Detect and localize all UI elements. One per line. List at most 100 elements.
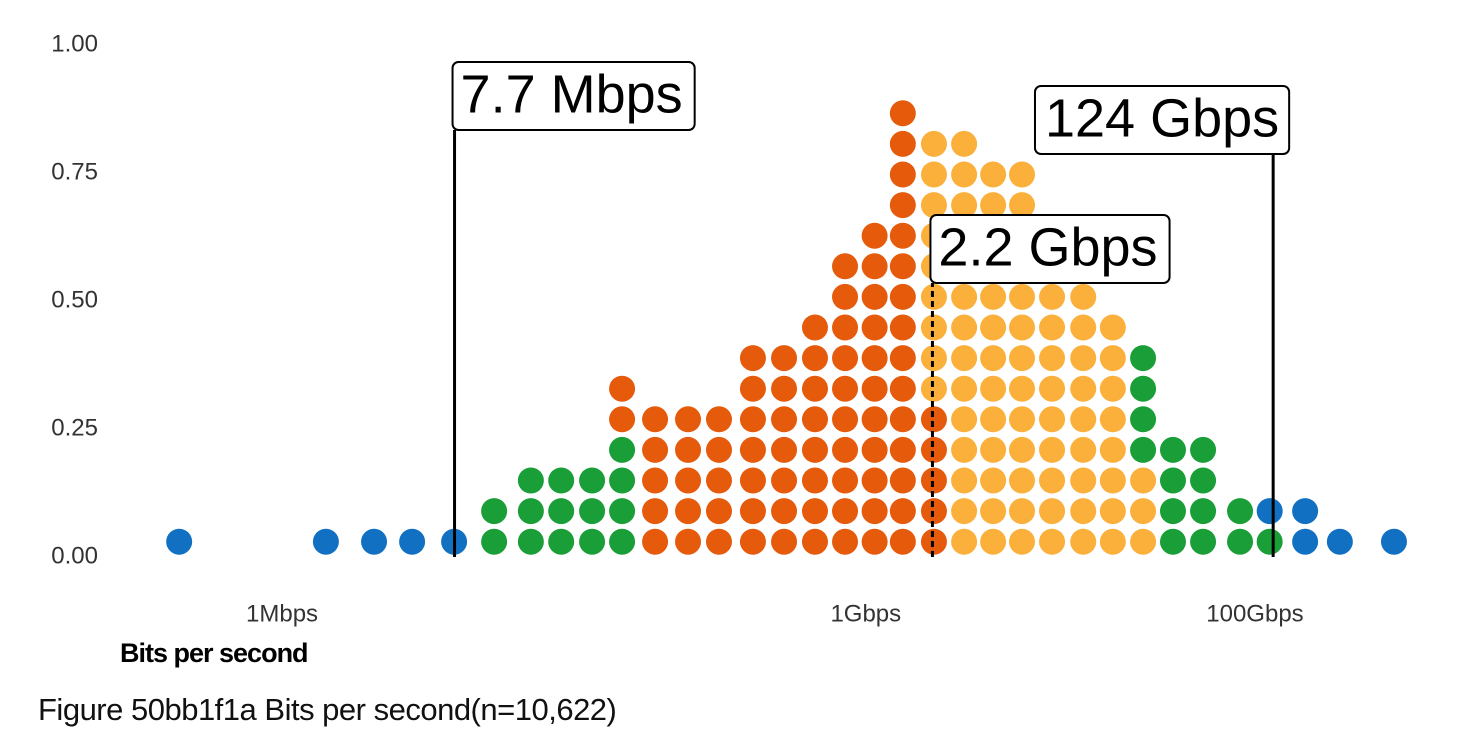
dot bbox=[771, 345, 798, 372]
dot bbox=[1130, 436, 1157, 463]
dot bbox=[832, 498, 859, 525]
dot-stack bbox=[1159, 436, 1186, 555]
x-tick-label: 1Gbps bbox=[830, 600, 901, 627]
dot bbox=[1099, 498, 1126, 525]
dot bbox=[1227, 498, 1254, 525]
dot bbox=[1070, 283, 1097, 310]
annotation-label: 2.2 Gbps bbox=[938, 217, 1157, 277]
dot bbox=[642, 436, 669, 463]
dot bbox=[801, 467, 828, 494]
dot bbox=[399, 528, 426, 555]
dot bbox=[1190, 498, 1217, 525]
annotation-box bbox=[1033, 85, 1291, 155]
dot bbox=[1256, 498, 1283, 525]
dot bbox=[548, 498, 575, 525]
annotation-label: 124 Gbps bbox=[1045, 88, 1279, 148]
dot bbox=[889, 253, 916, 280]
dot bbox=[980, 192, 1007, 219]
dot bbox=[1227, 528, 1254, 555]
y-tick-label: 0.50 bbox=[51, 286, 98, 313]
dot bbox=[951, 467, 978, 494]
dot bbox=[609, 375, 636, 402]
dot bbox=[1380, 528, 1407, 555]
dot bbox=[705, 436, 732, 463]
dot bbox=[980, 498, 1007, 525]
dot-stack bbox=[1099, 314, 1126, 555]
dot-stack bbox=[801, 314, 828, 555]
dot bbox=[951, 130, 978, 157]
dot-stack bbox=[166, 528, 193, 555]
dot bbox=[920, 161, 947, 188]
dot-stack bbox=[1039, 283, 1066, 555]
dot-stack bbox=[517, 467, 544, 555]
dot bbox=[1009, 314, 1036, 341]
dot bbox=[1070, 436, 1097, 463]
dot bbox=[1009, 345, 1036, 372]
dot bbox=[861, 314, 888, 341]
dot bbox=[861, 467, 888, 494]
dot bbox=[1130, 345, 1157, 372]
dot bbox=[1009, 283, 1036, 310]
dot bbox=[1070, 375, 1097, 402]
dot bbox=[889, 528, 916, 555]
dot bbox=[980, 283, 1007, 310]
dot bbox=[739, 436, 766, 463]
dot bbox=[980, 528, 1007, 555]
dot bbox=[771, 436, 798, 463]
dot bbox=[675, 436, 702, 463]
dot bbox=[609, 528, 636, 555]
dot bbox=[801, 375, 828, 402]
dot bbox=[889, 130, 916, 157]
dot-stack bbox=[1326, 528, 1353, 555]
dot-stack bbox=[1190, 436, 1217, 555]
dot bbox=[1070, 498, 1097, 525]
dot bbox=[1099, 436, 1126, 463]
figure-caption: Figure 50bb1f1a Bits per second(n=10,622… bbox=[38, 692, 616, 727]
dot bbox=[481, 498, 508, 525]
dot bbox=[801, 528, 828, 555]
dot bbox=[832, 345, 859, 372]
dot bbox=[1099, 467, 1126, 494]
dot bbox=[861, 406, 888, 433]
dot bbox=[832, 406, 859, 433]
dot bbox=[705, 498, 732, 525]
dot bbox=[1130, 406, 1157, 433]
dot bbox=[861, 436, 888, 463]
dot-stack bbox=[312, 528, 339, 555]
dot bbox=[771, 406, 798, 433]
dot bbox=[801, 345, 828, 372]
dot-stack bbox=[579, 467, 606, 555]
dot bbox=[609, 498, 636, 525]
dot bbox=[642, 467, 669, 494]
annotation-box bbox=[929, 214, 1171, 284]
dot bbox=[1009, 161, 1036, 188]
dot bbox=[739, 345, 766, 372]
dot bbox=[1292, 528, 1319, 555]
dot-stack bbox=[771, 345, 798, 555]
dot bbox=[980, 345, 1007, 372]
dot bbox=[951, 406, 978, 433]
dot bbox=[980, 467, 1007, 494]
dot-stack bbox=[1130, 467, 1157, 555]
dot bbox=[548, 467, 575, 494]
dot bbox=[861, 283, 888, 310]
dot-stack bbox=[609, 375, 636, 433]
dot bbox=[1009, 406, 1036, 433]
dot bbox=[1039, 314, 1066, 341]
y-tick-label: 0.75 bbox=[51, 158, 98, 185]
dot bbox=[920, 498, 947, 525]
dot bbox=[832, 467, 859, 494]
dot-stack bbox=[861, 222, 888, 555]
dot bbox=[1292, 498, 1319, 525]
dot bbox=[1009, 375, 1036, 402]
dot bbox=[920, 314, 947, 341]
dot bbox=[861, 375, 888, 402]
dot bbox=[980, 406, 1007, 433]
dot bbox=[312, 528, 339, 555]
dot bbox=[1099, 345, 1126, 372]
y-tick-label: 0.25 bbox=[51, 414, 98, 441]
dot-stack bbox=[361, 528, 388, 555]
dot bbox=[832, 253, 859, 280]
dot bbox=[1070, 345, 1097, 372]
dot bbox=[889, 345, 916, 372]
